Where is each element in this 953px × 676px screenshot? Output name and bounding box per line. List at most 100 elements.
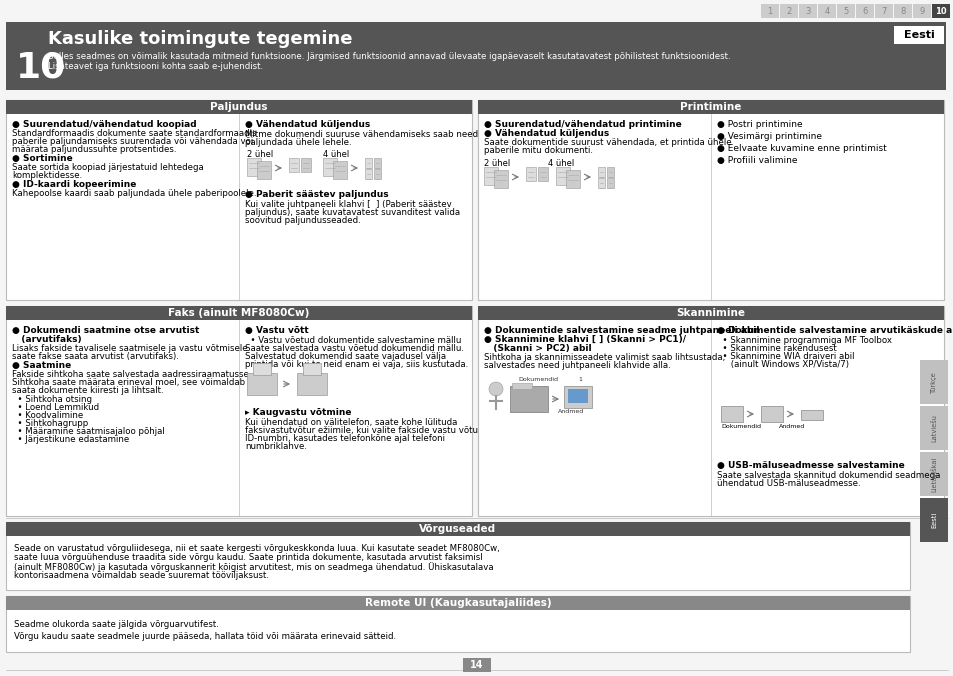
Bar (606, 178, 614, 188)
Bar (247, 373, 276, 395)
Text: Selles seadmes on võimalik kasutada mitmeid funktsioone. Järgmised funktsioonid : Selles seadmes on võimalik kasutada mitm… (48, 52, 730, 61)
Text: Andmed: Andmed (558, 409, 583, 414)
Text: ● Postri printimine: ● Postri printimine (717, 120, 801, 129)
Bar (893, 4, 911, 18)
Bar (6, 22, 945, 90)
Bar (303, 363, 320, 375)
Bar (919, 360, 947, 404)
Bar (296, 373, 327, 395)
Text: paljundada ühele lehele.: paljundada ühele lehele. (245, 138, 352, 147)
Text: Printimine: Printimine (679, 102, 740, 112)
Text: 2 ühel: 2 ühel (247, 150, 273, 159)
Text: 4 ühel: 4 ühel (547, 159, 574, 168)
Text: Eesti: Eesti (930, 512, 936, 528)
Bar (919, 452, 947, 496)
Bar (494, 170, 507, 188)
Bar (760, 406, 782, 422)
Bar (510, 386, 547, 412)
Bar (598, 178, 604, 188)
Text: ● Dokumentide salvestamine seadme juhtpaneeli abil: ● Dokumentide salvestamine seadme juhtpa… (483, 326, 759, 335)
Bar (556, 167, 569, 185)
Text: ● Dokumentide salvestamine arvutikäskude abil: ● Dokumentide salvestamine arvutikäskude… (717, 326, 953, 335)
Text: Skannimine: Skannimine (676, 308, 744, 318)
Text: ● Profiili valimine: ● Profiili valimine (717, 156, 797, 165)
Text: 14: 14 (470, 660, 483, 670)
Text: määrata paljundussuhte protsentides.: määrata paljundussuhte protsentides. (12, 145, 176, 154)
Text: 9: 9 (919, 7, 923, 16)
Bar (6, 100, 472, 300)
Text: • Määramine saatmisajaloo põhjal: • Määramine saatmisajaloo põhjal (12, 427, 165, 436)
Bar (565, 170, 579, 188)
Text: Kui ühendatud on välitelefon, saate kohe lülituda: Kui ühendatud on välitelefon, saate kohe… (245, 418, 456, 427)
Bar (333, 161, 347, 179)
Bar (483, 167, 497, 185)
Bar (567, 389, 587, 403)
Bar (919, 406, 947, 450)
Text: Salvestatud dokumendid saate vajadusel välja: Salvestatud dokumendid saate vajadusel v… (245, 352, 446, 361)
Text: Fakside sihtkoha saate salvestada aadressiraamatusse.: Fakside sihtkoha saate salvestada aadres… (12, 370, 252, 379)
Text: Saate dokumentide suurust vähendada, et printida ühele: Saate dokumentide suurust vähendada, et … (483, 138, 731, 147)
Bar (374, 158, 380, 168)
Text: • Skannimine WIA draiveri abil: • Skannimine WIA draiveri abil (717, 352, 854, 361)
Text: saate fakse saata arvutist (arvutifaks).: saate fakse saata arvutist (arvutifaks). (12, 352, 179, 361)
Text: • Skannimine rakendusest: • Skannimine rakendusest (717, 344, 836, 353)
Bar (799, 4, 816, 18)
Text: Paljundus: Paljundus (210, 102, 268, 112)
Text: • Sihtkoha otsing: • Sihtkoha otsing (12, 395, 91, 404)
Text: ● ID-kaardi kopeerimine: ● ID-kaardi kopeerimine (12, 180, 136, 189)
Text: ● Suurendatud/vähendatud printimine: ● Suurendatud/vähendatud printimine (483, 120, 681, 129)
Text: 4 ühel: 4 ühel (323, 150, 349, 159)
Text: Dokumendid: Dokumendid (720, 424, 760, 429)
Text: printida või kui te neid enam ei vaja, siis kustutada.: printida või kui te neid enam ei vaja, s… (245, 360, 468, 369)
Bar (760, 4, 779, 18)
Text: paberile mitu dokumenti.: paberile mitu dokumenti. (483, 146, 593, 155)
Text: 2 ühel: 2 ühel (483, 159, 510, 168)
Bar (6, 596, 909, 652)
Text: soovitud paljundusseaded.: soovitud paljundusseaded. (245, 216, 360, 225)
Bar (477, 100, 943, 114)
Bar (247, 158, 261, 176)
Bar (477, 100, 943, 300)
Bar (6, 522, 909, 590)
Text: ● Skannimine klahvi [ ] (Skanni > PC1)/: ● Skannimine klahvi [ ] (Skanni > PC1)/ (483, 335, 685, 344)
Text: ● Vesimärgi printimine: ● Vesimärgi printimine (717, 132, 821, 141)
Text: (Skanni > PC2) abil: (Skanni > PC2) abil (483, 344, 591, 353)
Text: ● Paberit säästev paljundus: ● Paberit säästev paljundus (245, 190, 388, 199)
Bar (6, 100, 472, 114)
Bar (537, 167, 547, 181)
Text: Türkçe: Türkçe (930, 371, 936, 393)
Text: komplektidesse.: komplektidesse. (12, 171, 82, 180)
Text: 4: 4 (823, 7, 829, 16)
Bar (598, 167, 604, 177)
Text: ● Vähendatud küljendus: ● Vähendatud küljendus (483, 129, 609, 138)
Text: • Järjestikune edastamine: • Järjestikune edastamine (12, 435, 129, 444)
Bar (606, 167, 614, 177)
Bar (365, 158, 372, 168)
Text: ● Saatmine: ● Saatmine (12, 361, 71, 370)
Text: ● Vastu võtt: ● Vastu võtt (245, 326, 309, 335)
Text: 10: 10 (934, 7, 945, 16)
Text: 2: 2 (785, 7, 791, 16)
Bar (365, 169, 372, 179)
Bar (323, 158, 336, 176)
Text: 1: 1 (578, 377, 581, 382)
Text: Sihtkoha saate määrata erineval moel, see võimaldab: Sihtkoha saate määrata erineval moel, se… (12, 378, 245, 387)
Text: Mitme dokumendi suuruse vähendamiseks saab need: Mitme dokumendi suuruse vähendamiseks sa… (245, 130, 477, 139)
Text: (arvutifaks): (arvutifaks) (12, 335, 82, 344)
Text: 6: 6 (862, 7, 867, 16)
Text: kontorisaadmena võimaldab seade suuremat tööviljaksust.: kontorisaadmena võimaldab seade suuremat… (14, 571, 269, 580)
Text: ▸ Kaugvastu võtmine: ▸ Kaugvastu võtmine (245, 408, 351, 417)
Bar (256, 161, 271, 179)
Text: Kui valite juhtpaneeli klahvi [  ] (Paberit säästev: Kui valite juhtpaneeli klahvi [ ] (Paber… (245, 200, 452, 209)
Text: 8: 8 (900, 7, 904, 16)
Bar (525, 167, 536, 181)
Text: 7: 7 (881, 7, 885, 16)
Text: saate luua võrguühenduse traadita side võrgu kaudu. Saate printida dokumente, ka: saate luua võrguühenduse traadita side v… (14, 553, 482, 562)
Bar (477, 306, 943, 320)
Text: salvestades need juhtpaneeli klahvide alla.: salvestades need juhtpaneeli klahvide al… (483, 361, 670, 370)
Text: Võrgu kaudu saate seadmele juurde pääseda, hallata töid või määrata erinevaid sä: Võrgu kaudu saate seadmele juurde pääsed… (14, 632, 395, 641)
Bar (817, 4, 835, 18)
Bar (836, 4, 854, 18)
Bar (253, 363, 271, 375)
Bar (563, 386, 592, 408)
